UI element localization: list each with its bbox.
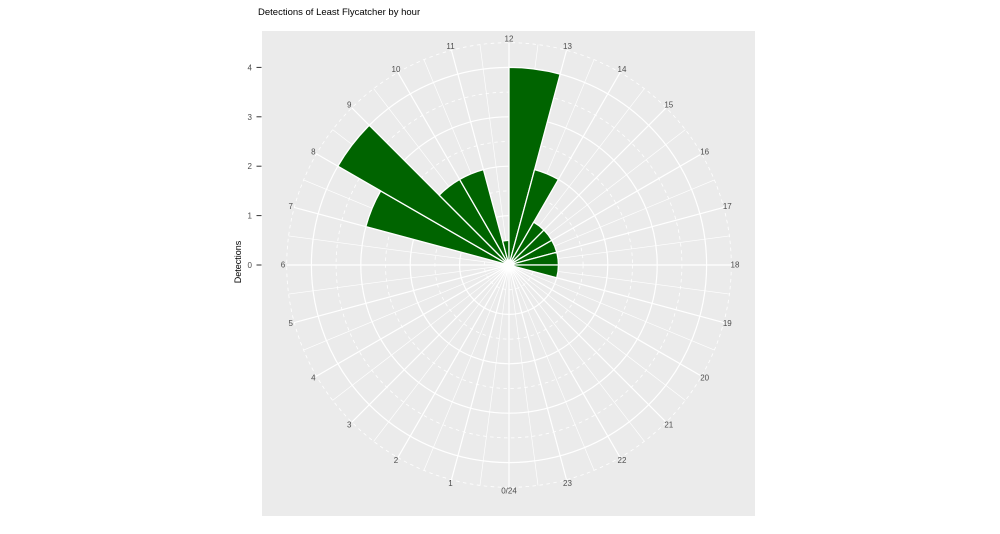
hour-label-2: 2 [394,456,399,465]
hour-label-12: 12 [505,35,514,44]
hour-label-23: 23 [563,479,572,488]
hour-label-14: 14 [618,65,627,74]
y-axis-label: Detections [233,240,243,283]
bar-hour-13 [508,168,560,266]
hour-label-11: 11 [446,42,455,51]
hour-label-9: 9 [347,101,352,110]
bar-hour-10 [458,168,510,266]
hour-label-19: 19 [723,319,732,328]
hour-label-3: 3 [347,420,352,429]
hour-label-10: 10 [392,65,401,74]
grid-major-spoke [450,264,510,480]
hour-label-16: 16 [700,148,709,157]
grid-major-spoke [508,264,568,480]
hour-label-7: 7 [288,202,293,211]
polar-panel: 0/24123456789101112131415161718192021222… [248,31,755,516]
hour-label-18: 18 [731,261,740,270]
grid-minor-spoke [423,264,510,471]
hour-label-22: 22 [618,456,627,465]
grid-major-spoke [397,264,510,458]
y-tick-label-2: 2 [248,162,253,171]
grid-major-spoke [316,264,510,377]
grid-minor-spoke [508,264,645,442]
hour-label-8: 8 [311,148,316,157]
grid-minor-spoke [288,235,510,266]
grid-minor-ring [286,42,732,488]
y-tick-label-3: 3 [248,113,253,122]
hour-label-13: 13 [563,42,572,51]
grid-major-spoke [351,264,510,423]
hour-label-6: 6 [281,261,286,270]
grid-minor-spoke [373,264,510,442]
hour-label-4: 4 [311,374,316,383]
hour-label-20: 20 [700,374,709,383]
grid-minor-spoke [332,264,510,401]
bar-hour-18 [508,264,560,279]
y-tick-label-4: 4 [248,63,253,72]
hour-label-15: 15 [664,101,673,110]
hour-label-5: 5 [288,319,293,328]
grid-major-spoke [294,264,510,324]
grid-minor-spoke [479,264,510,486]
hour-label-0: 0/24 [501,487,517,496]
chart-title: Detections of Least Flycatcher by hour [258,7,420,18]
grid-minor-spoke [508,264,539,486]
grid-major-spoke [508,264,667,423]
y-tick-label-1: 1 [248,212,253,221]
grid-minor-spoke [508,264,595,471]
bar-hour-8 [337,124,510,266]
grid-minor-spoke [479,44,510,266]
grid-minor-spoke [508,264,715,351]
grid-minor-spoke [508,264,686,401]
grid-minor-spoke [303,264,510,351]
hour-label-1: 1 [448,479,453,488]
hour-label-17: 17 [723,202,732,211]
y-tick-label-0: 0 [248,261,253,270]
hour-label-21: 21 [664,420,673,429]
grid-major-spoke [508,264,702,377]
grid-major-spoke [508,264,621,458]
grid-minor-spoke [288,264,510,295]
